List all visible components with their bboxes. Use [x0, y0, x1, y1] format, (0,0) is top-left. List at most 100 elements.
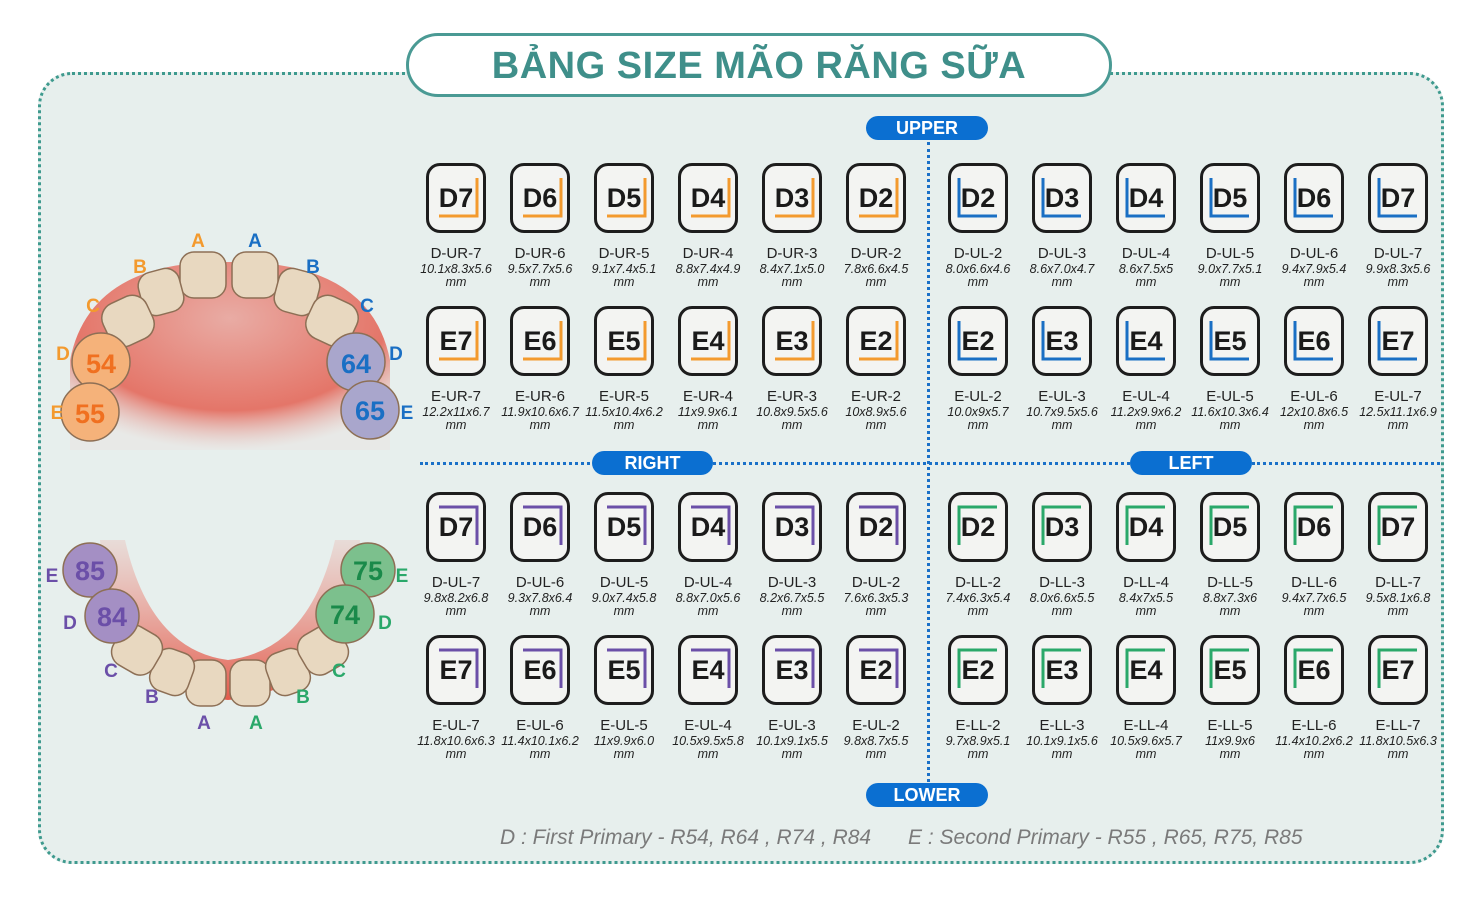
crown-code: D-UL-5	[1205, 245, 1255, 262]
quadrant-bracket-icon	[1125, 321, 1165, 361]
crown-size-card: E4 E-UL-4 10.5x9.5x5.8 mm	[666, 635, 750, 761]
crown-size-card: D6 D-UL-6 9.4x7.9x5.4 mm	[1272, 163, 1356, 289]
tooth-number: 85	[75, 556, 105, 586]
tooth-number: 55	[75, 399, 105, 429]
tooth-badge: E6	[510, 635, 570, 705]
crown-code: E-UL-3	[768, 717, 816, 734]
crown-dimensions: 10.1x8.3x5.6	[420, 262, 492, 276]
crown-size-card: D7 D-UR-7 10.1x8.3x5.6 mm	[414, 163, 498, 289]
tooth-badge: D4	[678, 163, 738, 233]
tooth-id: D3	[1044, 512, 1080, 542]
crown-dimensions: 10.5x9.6x5.7	[1110, 734, 1182, 748]
crown-size-card: E7 E-UL-7 12.5x11.1x6.9 mm	[1356, 306, 1440, 432]
tooth-id: D2	[858, 512, 894, 542]
crown-dimensions: 9.0x7.7x5.1	[1197, 262, 1263, 276]
crown-dimensions: 11.2x9.9x6.2	[1110, 405, 1182, 419]
tooth-number: 84	[97, 602, 127, 632]
lower-label: LOWER	[866, 783, 988, 807]
crown-code: D-LL-5	[1207, 574, 1253, 591]
tooth-letter: E	[46, 566, 59, 587]
crown-dimensions: 8.4x7.1x5.0	[759, 262, 825, 276]
upper-label: UPPER	[866, 116, 988, 140]
crown-size-card: D3 D-UL-3 8.2x6.7x5.5 mm	[750, 492, 834, 618]
quadrant-bracket-icon	[1041, 505, 1081, 545]
crown-dimensions: 8.6x7.0x4.7	[1029, 262, 1095, 276]
crown-size-card: E6 E-UL-6 11.4x10.1x6.2 mm	[498, 635, 582, 761]
crown-dimensions: 9.4x7.7x6.5	[1281, 591, 1347, 605]
crown-unit: mm	[697, 747, 719, 761]
tooth-letter: C	[360, 296, 374, 317]
tooth-id: D2	[960, 183, 996, 213]
crown-size-card: E6 E-LL-6 11.4x10.2x6.2 mm	[1272, 635, 1356, 761]
tooth-id: E2	[961, 655, 995, 685]
crown-size-card: E5 E-UL-5 11x9.9x6.0 mm	[582, 635, 666, 761]
tooth-badge: D6	[510, 492, 570, 562]
crown-size-card: E2 E-UR-2 10x8.9x5.6 mm	[834, 306, 918, 432]
quadrant-bracket-icon	[439, 648, 479, 688]
crown-size-card: E6 E-UL-6 12x10.8x6.5 mm	[1272, 306, 1356, 432]
crown-unit: mm	[967, 604, 989, 618]
tooth-badge: E4	[1116, 306, 1176, 376]
quadrant-bracket-icon	[1209, 505, 1249, 545]
crown-dimensions: 7.4x6.3x5.4	[945, 591, 1011, 605]
crown-unit: mm	[781, 275, 803, 289]
tooth-badge: E4	[678, 635, 738, 705]
crown-unit: mm	[697, 275, 719, 289]
crown-code: E-UL-7	[1374, 388, 1422, 405]
crown-size-card: D3 D-UR-3 8.4x7.1x5.0 mm	[750, 163, 834, 289]
tooth-letter: E	[401, 403, 414, 424]
tooth-badge: E3	[762, 635, 822, 705]
tooth-id: D6	[522, 512, 558, 542]
crown-dimensions: 10.1x9.1x5.6	[1026, 734, 1098, 748]
crown-size-card: D4 D-UL-4 8.8x7.0x5.6 mm	[666, 492, 750, 618]
crown-unit: mm	[781, 747, 803, 761]
crown-code: D-UR-4	[682, 245, 734, 262]
crown-dimensions: 11.8x10.6x6.3	[417, 734, 495, 748]
crown-size-card: E4 E-UR-4 11x9.9x6.1 mm	[666, 306, 750, 432]
crown-dimensions: 11.9x10.6x6.7	[501, 405, 579, 419]
tooth-badge: D5	[1200, 492, 1260, 562]
legend-d: D : First Primary - R54, R64 , R74 , R84	[500, 826, 872, 849]
crown-size-card: D7 D-UL-7 9.8x8.2x6.8 mm	[414, 492, 498, 618]
crown-dimensions: 11x9.9x6	[1205, 734, 1255, 748]
crown-code: D-UL-2	[953, 245, 1003, 262]
crown-size-card: D2 D-UL-2 8.0x6.6x4.6 mm	[936, 163, 1020, 289]
tooth-id: E6	[1297, 655, 1331, 685]
crown-dimensions: 12x10.8x6.5	[1279, 405, 1349, 419]
crown-code: E-UL-2	[852, 717, 900, 734]
crown-code: D-UL-3	[767, 574, 817, 591]
crown-code: E-LL-5	[1207, 717, 1253, 734]
crown-unit: mm	[865, 604, 887, 618]
tooth-id: D6	[1296, 183, 1332, 213]
horizontal-divider	[420, 462, 590, 465]
tooth-badge: D6	[1284, 163, 1344, 233]
tooth-badge: D7	[1368, 492, 1428, 562]
crown-code: E-UR-4	[682, 388, 733, 405]
crown-size-card: E3 E-UL-3 10.7x9.5x5.6 mm	[1020, 306, 1104, 432]
tooth-badge: E4	[678, 306, 738, 376]
quadrant-bracket-icon	[1041, 178, 1081, 218]
quadrant-bracket-icon	[1041, 648, 1081, 688]
tooth-id: E2	[961, 326, 995, 356]
quadrant-bracket-icon	[859, 505, 899, 545]
page-title: BẢNG SIZE MÃO RĂNG SỮA	[406, 33, 1112, 97]
quadrant-bracket-icon	[1209, 178, 1249, 218]
crown-code: E-LL-2	[955, 717, 1001, 734]
crown-code: D-LL-7	[1375, 574, 1421, 591]
tooth-letter: C	[86, 296, 100, 317]
tooth-id: E4	[1129, 326, 1163, 356]
quadrant-bracket-icon	[1041, 321, 1081, 361]
quadrant-bracket-icon	[1377, 178, 1417, 218]
crown-code: E-UL-6	[516, 717, 564, 734]
tooth-id: E3	[775, 655, 809, 685]
horizontal-divider	[1252, 462, 1440, 465]
tooth-id: E6	[523, 655, 557, 685]
crown-size-card: D7 D-UL-7 9.9x8.3x5.6 mm	[1356, 163, 1440, 289]
tooth-id: E7	[1381, 326, 1415, 356]
crown-code: D-UR-2	[850, 245, 902, 262]
tooth-badge: D2	[948, 163, 1008, 233]
quadrant-bracket-icon	[859, 178, 899, 218]
tooth-id: D5	[1212, 512, 1248, 542]
crown-code: D-UL-4	[683, 574, 733, 591]
tooth-badge: D3	[1032, 492, 1092, 562]
